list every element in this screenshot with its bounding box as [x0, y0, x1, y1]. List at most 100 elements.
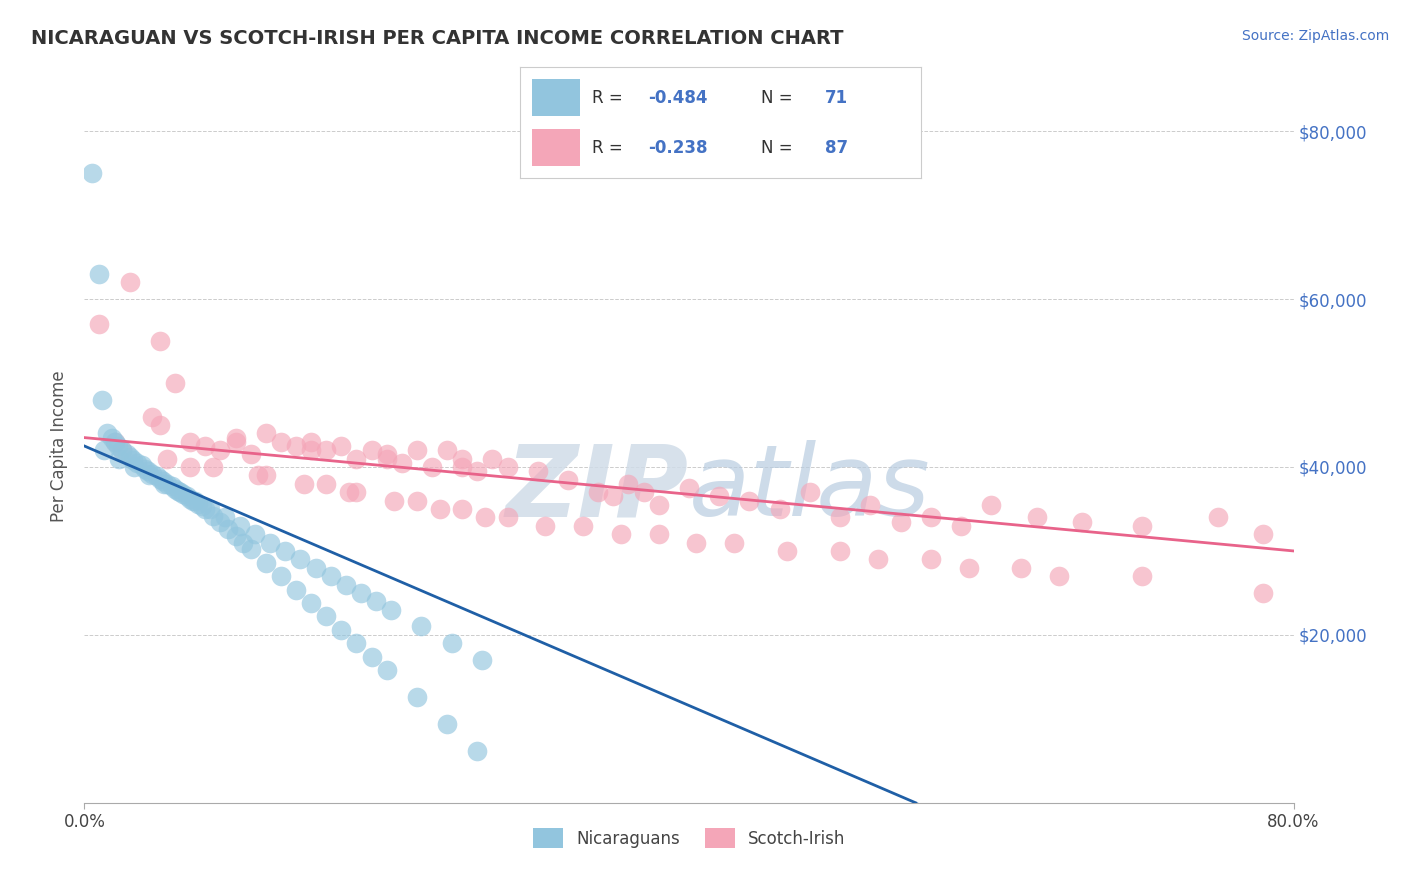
Point — [179, 434, 201, 449]
Point — [411, 619, 433, 633]
Point — [127, 456, 149, 470]
Text: atlas: atlas — [689, 441, 931, 537]
Point — [315, 476, 337, 491]
Point — [141, 409, 163, 424]
Point — [350, 586, 373, 600]
Point — [420, 460, 443, 475]
Point — [496, 510, 519, 524]
Point — [131, 458, 153, 473]
Point — [1132, 569, 1154, 583]
Point — [337, 485, 360, 500]
Point — [209, 443, 232, 458]
Point — [292, 476, 315, 491]
Point — [950, 518, 973, 533]
Point — [104, 434, 127, 449]
Point — [330, 439, 353, 453]
Point — [406, 690, 429, 704]
Point — [1253, 586, 1275, 600]
Point — [440, 636, 463, 650]
Point — [183, 493, 205, 508]
Point — [285, 582, 308, 597]
Text: -0.238: -0.238 — [648, 139, 709, 157]
Point — [194, 439, 217, 453]
Point — [80, 166, 103, 180]
Point — [799, 485, 821, 500]
Point — [111, 443, 134, 458]
Point — [270, 569, 292, 583]
Point — [380, 603, 402, 617]
Point — [429, 502, 451, 516]
Y-axis label: Per Capita Income: Per Capita Income — [51, 370, 69, 522]
Point — [149, 417, 172, 432]
Text: 87: 87 — [825, 139, 848, 157]
Point — [648, 498, 671, 512]
Point — [776, 544, 799, 558]
Point — [830, 510, 852, 524]
Point — [111, 443, 134, 458]
Point — [229, 518, 252, 533]
Point — [201, 508, 224, 523]
Point — [136, 464, 159, 478]
Point — [156, 451, 179, 466]
Point — [920, 510, 942, 524]
Point — [115, 447, 138, 461]
Point — [451, 451, 474, 466]
Point — [225, 434, 247, 449]
Point — [602, 489, 624, 503]
Point — [181, 494, 204, 508]
Text: -0.484: -0.484 — [648, 89, 709, 107]
Point — [330, 623, 353, 637]
Point — [481, 451, 503, 466]
Point — [118, 275, 141, 289]
Text: 71: 71 — [825, 89, 848, 107]
Point — [167, 484, 190, 499]
Point — [270, 434, 292, 449]
Point — [254, 556, 277, 570]
Text: N =: N = — [761, 139, 797, 157]
Point — [451, 502, 474, 516]
Point — [232, 535, 254, 549]
Point — [866, 552, 889, 566]
Point — [920, 552, 942, 566]
Point — [172, 487, 194, 501]
Point — [160, 479, 183, 493]
Point — [534, 518, 557, 533]
Point — [93, 443, 115, 458]
Point — [217, 522, 239, 536]
Point — [391, 456, 413, 470]
Point — [122, 460, 145, 475]
Point — [104, 434, 127, 449]
Bar — [533, 79, 581, 116]
Point — [678, 481, 700, 495]
Legend: Nicaraguans, Scotch-Irish: Nicaraguans, Scotch-Irish — [526, 822, 852, 855]
Point — [152, 475, 174, 489]
Point — [451, 460, 474, 475]
Point — [165, 376, 187, 390]
Point — [859, 498, 882, 512]
Text: N =: N = — [761, 89, 797, 107]
Point — [1025, 510, 1047, 524]
Point — [1206, 510, 1229, 524]
Point — [375, 663, 398, 677]
Point — [890, 515, 912, 529]
Point — [557, 473, 579, 487]
Point — [723, 535, 745, 549]
Point — [290, 552, 312, 566]
Point — [957, 560, 980, 574]
Point — [633, 485, 655, 500]
Point — [588, 485, 610, 500]
Text: NICARAGUAN VS SCOTCH-IRISH PER CAPITA INCOME CORRELATION CHART: NICARAGUAN VS SCOTCH-IRISH PER CAPITA IN… — [31, 29, 844, 47]
Point — [254, 468, 277, 483]
Text: ZIP: ZIP — [506, 441, 689, 537]
Point — [980, 498, 1002, 512]
Point — [121, 453, 143, 467]
Point — [648, 527, 671, 541]
Point — [225, 529, 247, 543]
Point — [194, 502, 217, 516]
Point — [165, 482, 187, 496]
Point — [1071, 515, 1094, 529]
Point — [191, 500, 214, 514]
Point — [89, 267, 111, 281]
Point — [107, 439, 129, 453]
Point — [239, 447, 262, 461]
